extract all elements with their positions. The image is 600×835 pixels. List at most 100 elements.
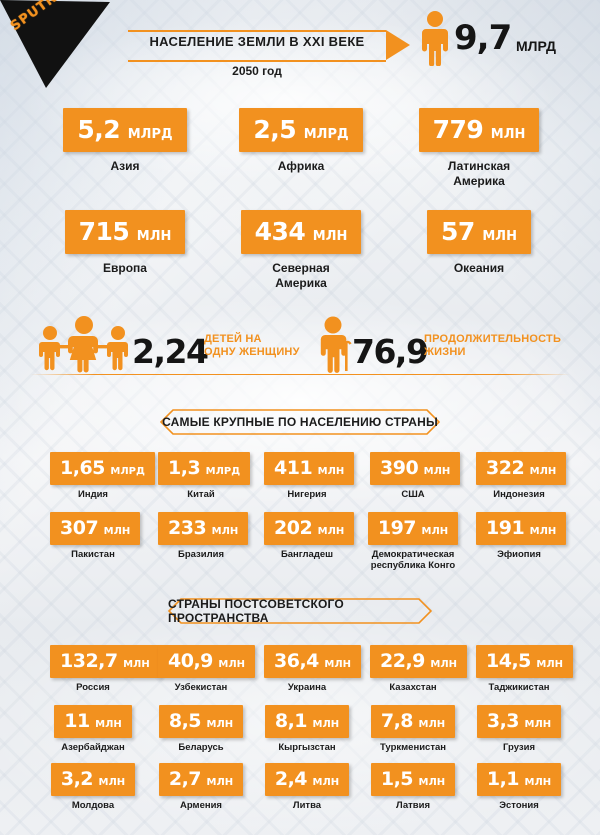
stat-value: 7,8 [380, 710, 414, 732]
section-divider [30, 374, 570, 375]
country-label: США [401, 489, 425, 500]
continent-card-asia: 5,2 МЛРД Азия [62, 108, 188, 174]
stat-value: 1,1 [486, 768, 520, 790]
arrow-right-icon [386, 30, 410, 60]
stat-value: 715 [78, 217, 130, 246]
page-subtitle: 2050 год [232, 64, 282, 78]
stat-unit: МЛН [95, 777, 126, 788]
stat-chip: 22,9 МЛН [370, 645, 467, 678]
stat-unit: МЛН [526, 466, 557, 477]
stat-unit: МЛН [320, 659, 351, 670]
stat-chip: 233 МЛН [158, 512, 249, 545]
stat-unit: МЛН [203, 719, 234, 730]
continent-label: Африка [277, 159, 325, 173]
country-label: Кыргызстан [278, 742, 336, 753]
country-label: Литва [292, 800, 322, 811]
country-label: Грузия [503, 742, 535, 753]
stat-value: 11 [64, 710, 90, 732]
country-label: Эстония [499, 800, 539, 811]
country-label: Эфиопия [497, 549, 541, 560]
country-label: Таджикистан [488, 682, 550, 693]
country-card-belarus: 8,5 МЛН Беларусь [158, 705, 244, 753]
stat-unit: МЛРД [123, 127, 173, 142]
stat-chip: 3,2 МЛН [50, 763, 136, 796]
stat-value: 14,5 [486, 650, 531, 672]
stat-value: 8,1 [274, 710, 308, 732]
stat-chip: 202 МЛН [264, 512, 355, 545]
country-label: Индонезия [493, 489, 545, 500]
stat-chip: 1,3 МЛРД [158, 452, 251, 485]
country-card-brazil: 233 МЛН Бразилия [158, 512, 249, 560]
stat-value: 36,4 [274, 650, 319, 672]
stat-unit: МЛН [208, 526, 239, 537]
country-card-ethiopia: 191 МЛН Эфиопия [476, 512, 567, 560]
section-header-largest-countries: САМЫЕ КРУПНЫЕ ПО НАСЕЛЕНИЮ СТРАНЫ [160, 409, 440, 435]
stat-unit: МЛН [532, 659, 563, 670]
stat-value: 3,3 [486, 710, 520, 732]
country-label: Азербайджан [61, 742, 125, 753]
section-title: САМЫЕ КРУПНЫЕ ПО НАСЕЛЕНИЮ СТРАНЫ [162, 415, 438, 429]
country-card-bangladesh: 202 МЛН Бангладеш [264, 512, 355, 560]
country-label: Демократическая республика Конго [370, 549, 456, 571]
continent-label: Европа [103, 261, 147, 275]
stat-unit: МЛН [309, 777, 340, 788]
stat-unit: МЛРД [202, 466, 241, 477]
stat-value: 1,65 [60, 457, 105, 479]
stat-value: 307 [60, 517, 99, 539]
country-card-moldova: 3,2 МЛН Молдова [50, 763, 136, 811]
stat-unit: МЛН [418, 526, 449, 537]
stat-chip: 1,1 МЛН [476, 763, 562, 796]
continent-label: Океания [453, 261, 505, 275]
stat-unit: МЛН [426, 659, 457, 670]
stat-chip: 3,3 МЛН [476, 705, 562, 738]
life-expectancy-value: 76,9 [352, 332, 429, 371]
section-header-post-soviet: СТРАНЫ ПОСТСОВЕТСКОГО ПРОСТРАНСТВА [168, 597, 432, 625]
country-label: Нигерия [287, 489, 327, 500]
continent-card-north-america: 434 МЛН Северная Америка [238, 210, 364, 291]
banner-line-top [128, 30, 386, 32]
stat-value: 411 [274, 457, 313, 479]
country-card-azerbaijan: 11 МЛН Азербайджан [50, 705, 136, 753]
stat-chip: 8,5 МЛН [158, 705, 244, 738]
stat-value: 57 [441, 217, 475, 246]
fertility-value: 2,24 [132, 332, 209, 371]
country-label: Бразилия [177, 549, 224, 560]
stat-chip: 779 МЛН [418, 108, 540, 152]
stat-unit: МЛН [526, 526, 557, 537]
stat-value: 390 [380, 457, 419, 479]
hexagon-frame-icon [168, 598, 432, 624]
stat-unit: МЛН [203, 777, 234, 788]
person-icon [420, 10, 450, 71]
stat-value: 8,5 [168, 710, 202, 732]
stat-chip: 36,4 МЛН [264, 645, 361, 678]
header-banner: НАСЕЛЕНИЕ ЗЕМЛИ В XXI ВЕКЕ 2050 год [128, 22, 410, 78]
stat-unit: МЛН [309, 719, 340, 730]
country-label: Молдова [71, 800, 115, 811]
stat-unit: МЛН [415, 777, 446, 788]
stat-value: 191 [486, 517, 525, 539]
stat-chip: 7,8 МЛН [370, 705, 456, 738]
continent-card-africa: 2,5 МЛРД Африка [238, 108, 364, 174]
country-card-tajikistan: 14,5 МЛН Таджикистан [476, 645, 573, 693]
country-card-turkmenistan: 7,8 МЛН Туркменистан [370, 705, 456, 753]
continent-card-latin-america: 779 МЛН Латинская Америка [416, 108, 542, 189]
country-label: Армения [180, 800, 222, 811]
country-card-india: 1,65 МЛРД Индия [50, 452, 155, 500]
stat-unit: МЛН [420, 466, 451, 477]
country-label: Латвия [395, 800, 431, 811]
stat-chip: 11 МЛН [54, 705, 132, 738]
stat-value: 40,9 [168, 650, 213, 672]
stat-chip: 132,7 МЛН [50, 645, 160, 678]
stat-chip: 57 МЛН [427, 210, 531, 254]
country-label: Узбекистан [174, 682, 228, 693]
stat-unit: МЛН [477, 229, 517, 244]
stat-chip: 390 МЛН [370, 452, 461, 485]
continent-label: Северная Америка [272, 261, 330, 290]
country-card-indonesia: 322 МЛН Индонезия [476, 452, 567, 500]
stat-chip: 2,4 МЛН [264, 763, 350, 796]
stat-chip: 1,65 МЛРД [50, 452, 155, 485]
sputnik-logo[interactable]: SPUTNIK [0, 0, 118, 92]
country-card-armenia: 2,7 МЛН Армения [158, 763, 244, 811]
